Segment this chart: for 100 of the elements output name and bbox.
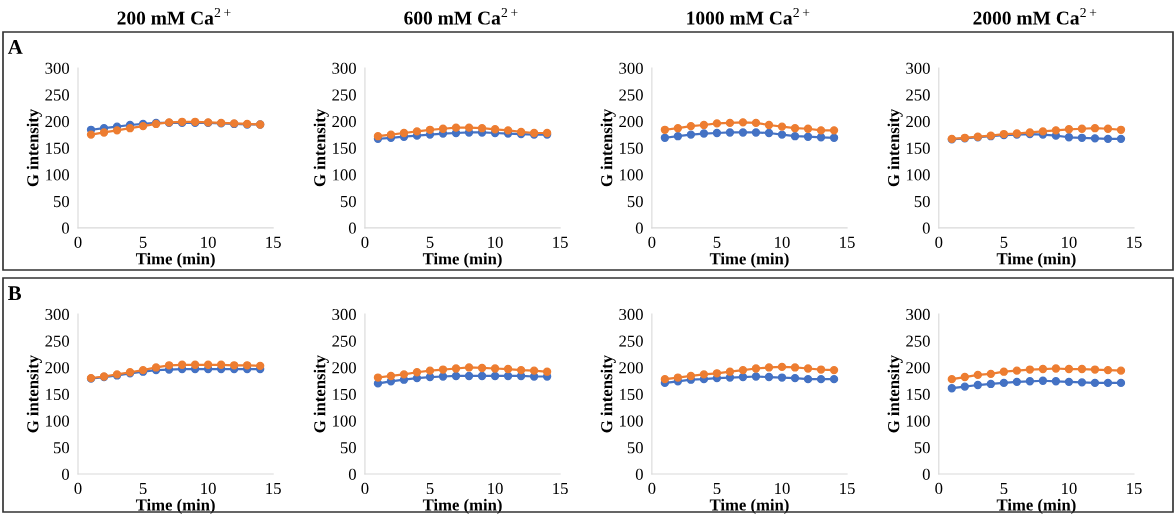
x-tick-label: 15 [1127, 236, 1142, 248]
x-tick-label: 15 [840, 236, 855, 248]
x-tick-label: 10 [201, 236, 216, 248]
y-tick-label: 200 [45, 115, 70, 128]
y-tick-label: 100 [46, 415, 70, 427]
x-axis-title: Time (min) [135, 252, 215, 268]
y-tick-label: 100 [620, 415, 643, 427]
y-axis-title: G intensity [26, 108, 42, 187]
y-tick-label: 150 [906, 142, 930, 154]
y-tick-label: 300 [45, 308, 70, 321]
y-axis-title: G intensity [313, 108, 329, 187]
x-axis-title: Time (min) [996, 498, 1076, 514]
y-tick-label: 200 [906, 115, 930, 128]
x-tick-label: 10 [1062, 482, 1077, 495]
y-tick-label: 150 [333, 142, 356, 154]
y-tick-label: 0 [348, 222, 356, 234]
y-tick-label: 300 [332, 62, 356, 74]
x-tick-label: 0 [935, 236, 943, 248]
y-tick-label: 0 [635, 468, 643, 480]
y-axis-title: G intensity [887, 355, 903, 433]
y-tick-label: 150 [46, 388, 70, 401]
y-tick-label: 250 [906, 89, 930, 101]
y-tick-label: 300 [332, 308, 356, 321]
y-axis-title: G intensity [26, 355, 42, 433]
x-tick-label: 10 [488, 482, 503, 495]
x-axis-title: Time (min) [996, 252, 1076, 268]
y-tick-label: 250 [45, 89, 70, 101]
x-axis-title: Time (min) [135, 498, 215, 514]
y-tick-label: 50 [340, 195, 356, 208]
y-tick-label: 0 [61, 222, 70, 234]
y-tick-label: 50 [53, 442, 70, 454]
y-tick-label: 250 [45, 335, 70, 347]
chart-title: 1000 mM Ca$^{2+}$ [687, 7, 810, 25]
y-tick-label: 50 [53, 195, 70, 208]
y-tick-label: 100 [906, 415, 930, 427]
x-tick-label: 5 [1000, 482, 1008, 495]
y-tick-label: 300 [906, 308, 930, 321]
y-tick-label: 0 [922, 468, 930, 480]
y-tick-label: 200 [45, 362, 70, 374]
y-tick-label: 100 [620, 169, 643, 181]
y-tick-label: 300 [619, 62, 643, 74]
y-tick-label: 0 [635, 222, 643, 234]
y-tick-label: 50 [627, 442, 643, 454]
y-tick-label: 250 [619, 335, 643, 347]
x-tick-label: 5 [426, 482, 434, 495]
x-tick-label: 10 [1062, 236, 1077, 248]
y-tick-label: 200 [332, 115, 356, 128]
x-axis-title: Time (min) [709, 252, 789, 268]
chart-title: 200 mM Ca$^{2+}$ [117, 7, 231, 25]
y-tick-label: 250 [332, 89, 356, 101]
y-tick-label: 250 [619, 89, 643, 101]
x-tick-label: 0 [361, 482, 369, 495]
x-tick-label: 0 [361, 236, 369, 248]
y-tick-label: 100 [46, 169, 70, 181]
y-axis-title: G intensity [600, 108, 616, 187]
x-tick-label: 5 [139, 236, 147, 248]
y-tick-label: 250 [906, 335, 930, 347]
x-tick-label: 15 [553, 482, 568, 495]
chart-title: 2000 mM Ca$^{2+}$ [973, 7, 1097, 25]
y-tick-label: 0 [348, 468, 356, 480]
x-tick-label: 0 [935, 482, 943, 495]
x-tick-label: 5 [426, 236, 434, 248]
x-tick-label: 15 [553, 236, 568, 248]
y-tick-label: 50 [627, 195, 643, 208]
chart-title: 600 mM Ca$^{2+}$ [404, 7, 518, 25]
y-tick-label: 300 [45, 62, 70, 74]
x-tick-label: 0 [648, 482, 656, 495]
x-tick-label: 0 [74, 482, 82, 495]
x-tick-label: 10 [488, 236, 503, 248]
x-axis-title: Time (min) [709, 498, 789, 514]
text: A [7, 40, 23, 54]
y-tick-label: 200 [619, 362, 643, 374]
x-tick-label: 5 [713, 236, 721, 248]
y-tick-label: 50 [914, 195, 930, 208]
y-axis-title: G intensity [600, 355, 616, 433]
y-tick-label: 150 [333, 388, 356, 401]
x-tick-label: 10 [201, 482, 216, 495]
y-tick-label: 150 [620, 388, 643, 401]
y-axis-title: G intensity [887, 108, 903, 187]
x-tick-label: 10 [775, 482, 790, 495]
x-tick-label: 0 [648, 236, 656, 248]
y-axis-title: G intensity [313, 355, 329, 433]
x-tick-label: 5 [713, 482, 721, 495]
text: B [8, 286, 22, 301]
y-tick-label: 250 [332, 335, 356, 347]
x-axis-title: Time (min) [422, 498, 502, 514]
x-tick-label: 15 [1127, 482, 1142, 495]
y-tick-label: 150 [906, 388, 930, 401]
x-tick-label: 10 [775, 236, 790, 248]
x-tick-label: 0 [74, 236, 82, 248]
y-tick-label: 100 [333, 415, 356, 427]
x-tick-label: 5 [1000, 236, 1008, 248]
y-tick-label: 0 [922, 222, 930, 234]
x-tick-label: 15 [840, 482, 855, 495]
y-tick-label: 300 [619, 308, 643, 321]
y-tick-label: 50 [340, 442, 356, 454]
y-tick-label: 300 [906, 62, 930, 74]
y-tick-label: 0 [61, 468, 70, 480]
x-tick-label: 15 [266, 482, 281, 495]
x-axis-title: Time (min) [422, 252, 502, 268]
